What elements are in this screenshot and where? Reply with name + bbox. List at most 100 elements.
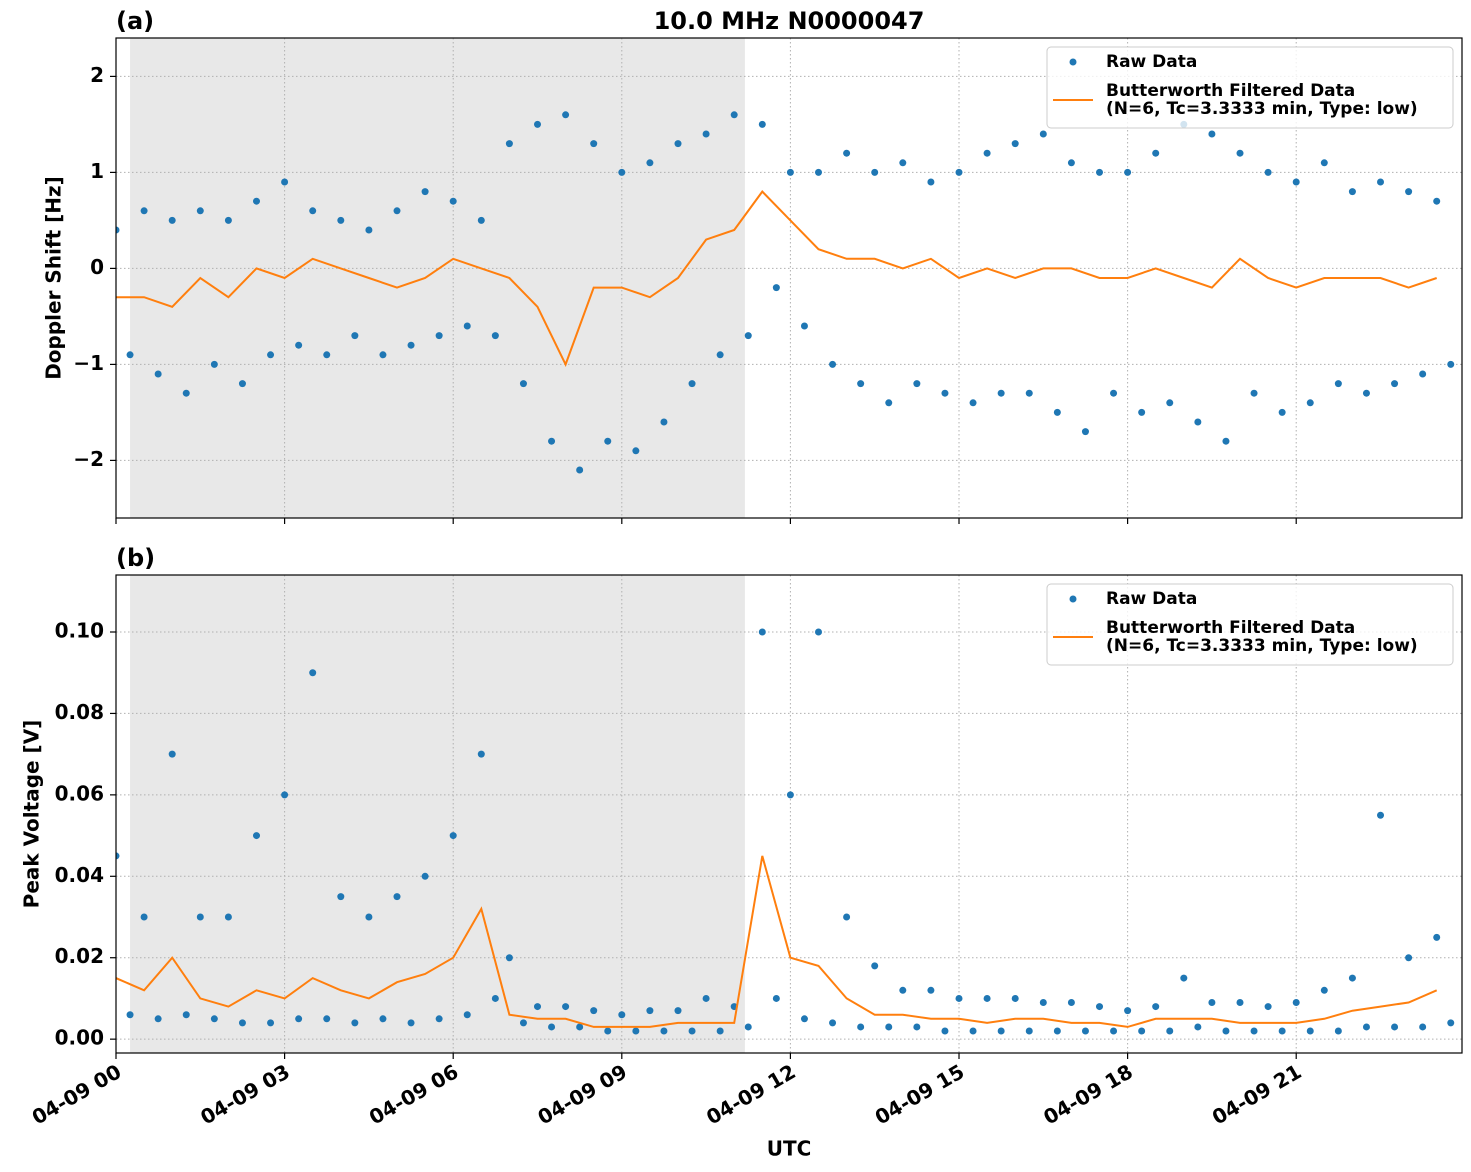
raw-point	[969, 1027, 977, 1035]
raw-point	[1208, 130, 1216, 138]
raw-point	[1053, 408, 1061, 416]
raw-point	[758, 120, 766, 128]
axes-frame	[115, 574, 1463, 1054]
legend-label: Butterworth Filtered Data (N=6, Tc=3.3333…	[1106, 81, 1418, 119]
panel-label: (b)	[116, 544, 155, 572]
raw-point	[983, 149, 991, 157]
raw-point	[1405, 954, 1413, 962]
raw-point	[1208, 999, 1216, 1007]
raw-point	[224, 913, 232, 921]
raw-point	[323, 351, 331, 359]
raw-point	[407, 1019, 415, 1027]
raw-point	[913, 380, 921, 388]
raw-point	[1166, 399, 1174, 407]
raw-point	[758, 628, 766, 636]
raw-point	[1152, 1003, 1160, 1011]
raw-point	[116, 852, 120, 860]
raw-point	[927, 178, 935, 186]
raw-point	[1039, 999, 1047, 1007]
raw-point	[1348, 974, 1356, 982]
raw-point	[210, 360, 218, 368]
raw-point	[1039, 130, 1047, 138]
raw-point	[1096, 168, 1104, 176]
raw-point	[871, 962, 879, 970]
raw-point	[1278, 1027, 1286, 1035]
y-axis-label: Peak Voltage [V]	[20, 720, 44, 909]
raw-point	[1124, 168, 1132, 176]
raw-point	[1081, 1027, 1089, 1035]
legend: Raw Data Butterworth Filtered Data (N=6, T…	[1046, 583, 1454, 666]
raw-point	[702, 130, 710, 138]
raw-point	[1152, 149, 1160, 157]
raw-point	[927, 986, 935, 994]
plot-area	[116, 628, 1455, 1035]
raw-point	[632, 447, 640, 455]
raw-point	[548, 437, 556, 445]
raw-point	[562, 111, 570, 119]
raw-point	[477, 750, 485, 758]
raw-point	[140, 913, 148, 921]
raw-point	[1405, 188, 1413, 196]
filtered-line	[116, 190, 1438, 367]
raw-point	[857, 1023, 865, 1031]
raw-point	[309, 669, 317, 677]
raw-point	[618, 168, 626, 176]
y-axis-label: Doppler Shift [Hz]	[42, 176, 66, 380]
raw-point	[1292, 999, 1300, 1007]
raw-point	[716, 1027, 724, 1035]
x-tick-label: 04-09 00	[28, 1059, 126, 1129]
raw-point	[548, 1023, 556, 1031]
raw-point	[576, 466, 584, 474]
raw-point	[716, 351, 724, 359]
raw-point	[815, 628, 823, 636]
raw-point	[140, 207, 148, 215]
raw-point	[1138, 1027, 1146, 1035]
raw-point	[449, 832, 457, 840]
raw-point	[126, 1011, 134, 1019]
raw-point	[1433, 197, 1441, 205]
raw-point	[1348, 188, 1356, 196]
raw-point	[969, 399, 977, 407]
raw-point	[646, 159, 654, 167]
x-tick-label: 04-09 18	[1039, 1059, 1137, 1129]
raw-point	[1377, 811, 1385, 819]
raw-point	[1194, 418, 1202, 426]
raw-point	[857, 380, 865, 388]
raw-point	[116, 226, 120, 234]
raw-point	[1264, 1003, 1272, 1011]
raw-point	[843, 149, 851, 157]
raw-point	[829, 360, 837, 368]
raw-point	[491, 332, 499, 340]
raw-point	[224, 216, 232, 224]
raw-point	[267, 351, 275, 359]
raw-point	[421, 188, 429, 196]
raw-point	[337, 893, 345, 901]
raw-point	[126, 351, 134, 359]
raw-point	[871, 168, 879, 176]
raw-point	[295, 341, 303, 349]
raw-point	[1194, 1023, 1202, 1031]
x-axis-label: UTC	[767, 1137, 812, 1161]
raw-point	[618, 1011, 626, 1019]
legend-label: Raw Data	[1106, 589, 1197, 609]
raw-point	[955, 168, 963, 176]
raw-point	[407, 341, 415, 349]
subplot: −2 −1 0 1 2 (a) 10.0 MHz N0000047 Doppler Shift…	[42, 7, 1463, 524]
raw-point	[1391, 380, 1399, 388]
raw-point	[576, 1023, 584, 1031]
raw-point	[1306, 399, 1314, 407]
legend-label: Butterworth Filtered Data (N=6, Tc=3.3333…	[1106, 618, 1418, 656]
y-tick-label: 0.06	[55, 781, 104, 805]
raw-point	[604, 437, 612, 445]
raw-point	[519, 380, 527, 388]
raw-point	[1250, 1027, 1258, 1035]
x-tick-label: 04-09 09	[534, 1059, 632, 1129]
raw-point	[238, 380, 246, 388]
legend-box	[1046, 583, 1454, 666]
raw-point	[154, 1015, 162, 1023]
raw-point	[997, 1027, 1005, 1035]
raw-point	[997, 389, 1005, 397]
y-tick-label: 2	[90, 63, 104, 87]
x-tick-label: 04-09 15	[871, 1059, 969, 1129]
legend-label: Raw Data	[1106, 52, 1197, 72]
